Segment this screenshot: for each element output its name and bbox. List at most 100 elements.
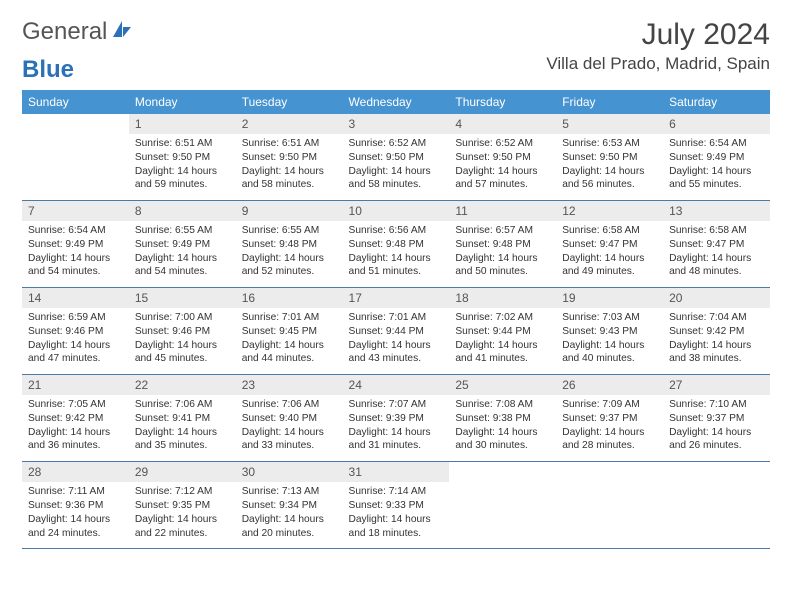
calendar-day-cell: 12Sunrise: 6:58 AMSunset: 9:47 PMDayligh…	[556, 201, 663, 288]
calendar-day-cell: 3Sunrise: 6:52 AMSunset: 9:50 PMDaylight…	[343, 114, 450, 201]
calendar-day-cell: 7Sunrise: 6:54 AMSunset: 9:49 PMDaylight…	[22, 201, 129, 288]
sail-icon	[111, 18, 133, 46]
calendar-day-cell: 28Sunrise: 7:11 AMSunset: 9:36 PMDayligh…	[22, 462, 129, 549]
day-details: Sunrise: 6:55 AMSunset: 9:48 PMDaylight:…	[236, 221, 343, 287]
calendar-day-cell: 10Sunrise: 6:56 AMSunset: 9:48 PMDayligh…	[343, 201, 450, 288]
day-number: 23	[236, 375, 343, 395]
day-details: Sunrise: 6:54 AMSunset: 9:49 PMDaylight:…	[663, 134, 770, 200]
calendar-day-cell: 17Sunrise: 7:01 AMSunset: 9:44 PMDayligh…	[343, 288, 450, 375]
day-number: 8	[129, 201, 236, 221]
calendar-day-cell: 5Sunrise: 6:53 AMSunset: 9:50 PMDaylight…	[556, 114, 663, 201]
calendar-day-cell: 13Sunrise: 6:58 AMSunset: 9:47 PMDayligh…	[663, 201, 770, 288]
day-details: Sunrise: 7:12 AMSunset: 9:35 PMDaylight:…	[129, 482, 236, 548]
weekday-header: Wednesday	[343, 90, 450, 114]
calendar-day-cell: 31Sunrise: 7:14 AMSunset: 9:33 PMDayligh…	[343, 462, 450, 549]
day-number: 4	[449, 114, 556, 134]
day-number: 29	[129, 462, 236, 482]
calendar-header-row: SundayMondayTuesdayWednesdayThursdayFrid…	[22, 90, 770, 114]
calendar-day-cell: 8Sunrise: 6:55 AMSunset: 9:49 PMDaylight…	[129, 201, 236, 288]
day-details: Sunrise: 6:59 AMSunset: 9:46 PMDaylight:…	[22, 308, 129, 374]
day-number: 25	[449, 375, 556, 395]
calendar-day-cell: 15Sunrise: 7:00 AMSunset: 9:46 PMDayligh…	[129, 288, 236, 375]
day-number: 30	[236, 462, 343, 482]
calendar-day-cell: 23Sunrise: 7:06 AMSunset: 9:40 PMDayligh…	[236, 375, 343, 462]
calendar-week-row: 28Sunrise: 7:11 AMSunset: 9:36 PMDayligh…	[22, 462, 770, 549]
day-details: Sunrise: 7:07 AMSunset: 9:39 PMDaylight:…	[343, 395, 450, 461]
day-details: Sunrise: 7:06 AMSunset: 9:40 PMDaylight:…	[236, 395, 343, 461]
calendar-day-cell	[22, 114, 129, 201]
calendar-day-cell: 25Sunrise: 7:08 AMSunset: 9:38 PMDayligh…	[449, 375, 556, 462]
day-details: Sunrise: 6:51 AMSunset: 9:50 PMDaylight:…	[129, 134, 236, 200]
calendar-day-cell: 24Sunrise: 7:07 AMSunset: 9:39 PMDayligh…	[343, 375, 450, 462]
day-details: Sunrise: 6:58 AMSunset: 9:47 PMDaylight:…	[663, 221, 770, 287]
day-number: 31	[343, 462, 450, 482]
day-details: Sunrise: 7:09 AMSunset: 9:37 PMDaylight:…	[556, 395, 663, 461]
calendar-day-cell: 19Sunrise: 7:03 AMSunset: 9:43 PMDayligh…	[556, 288, 663, 375]
day-details: Sunrise: 7:13 AMSunset: 9:34 PMDaylight:…	[236, 482, 343, 548]
day-number: 27	[663, 375, 770, 395]
day-number: 28	[22, 462, 129, 482]
day-number: 22	[129, 375, 236, 395]
calendar-day-cell: 27Sunrise: 7:10 AMSunset: 9:37 PMDayligh…	[663, 375, 770, 462]
day-number: 2	[236, 114, 343, 134]
calendar-day-cell: 30Sunrise: 7:13 AMSunset: 9:34 PMDayligh…	[236, 462, 343, 549]
day-number: 7	[22, 201, 129, 221]
day-number: 21	[22, 375, 129, 395]
calendar-day-cell: 29Sunrise: 7:12 AMSunset: 9:35 PMDayligh…	[129, 462, 236, 549]
calendar-day-cell: 14Sunrise: 6:59 AMSunset: 9:46 PMDayligh…	[22, 288, 129, 375]
day-number: 16	[236, 288, 343, 308]
day-details: Sunrise: 7:00 AMSunset: 9:46 PMDaylight:…	[129, 308, 236, 374]
calendar-day-cell	[663, 462, 770, 549]
calendar-week-row: 21Sunrise: 7:05 AMSunset: 9:42 PMDayligh…	[22, 375, 770, 462]
day-details: Sunrise: 6:54 AMSunset: 9:49 PMDaylight:…	[22, 221, 129, 287]
day-number: 9	[236, 201, 343, 221]
calendar-day-cell: 4Sunrise: 6:52 AMSunset: 9:50 PMDaylight…	[449, 114, 556, 201]
day-number: 3	[343, 114, 450, 134]
day-details: Sunrise: 7:02 AMSunset: 9:44 PMDaylight:…	[449, 308, 556, 374]
calendar-day-cell: 11Sunrise: 6:57 AMSunset: 9:48 PMDayligh…	[449, 201, 556, 288]
calendar-day-cell: 1Sunrise: 6:51 AMSunset: 9:50 PMDaylight…	[129, 114, 236, 201]
day-number: 19	[556, 288, 663, 308]
day-number: 15	[129, 288, 236, 308]
day-number: 26	[556, 375, 663, 395]
day-number: 17	[343, 288, 450, 308]
calendar-day-cell: 26Sunrise: 7:09 AMSunset: 9:37 PMDayligh…	[556, 375, 663, 462]
day-number: 6	[663, 114, 770, 134]
day-number: 12	[556, 201, 663, 221]
title-month: July 2024	[546, 18, 770, 52]
day-number: 24	[343, 375, 450, 395]
day-details: Sunrise: 7:06 AMSunset: 9:41 PMDaylight:…	[129, 395, 236, 461]
day-details: Sunrise: 7:14 AMSunset: 9:33 PMDaylight:…	[343, 482, 450, 548]
day-details: Sunrise: 7:01 AMSunset: 9:45 PMDaylight:…	[236, 308, 343, 374]
day-number: 10	[343, 201, 450, 221]
calendar-day-cell: 21Sunrise: 7:05 AMSunset: 9:42 PMDayligh…	[22, 375, 129, 462]
brand-logo: General	[22, 18, 133, 46]
day-details: Sunrise: 6:51 AMSunset: 9:50 PMDaylight:…	[236, 134, 343, 200]
day-details: Sunrise: 6:52 AMSunset: 9:50 PMDaylight:…	[343, 134, 450, 200]
day-details: Sunrise: 7:08 AMSunset: 9:38 PMDaylight:…	[449, 395, 556, 461]
day-number: 13	[663, 201, 770, 221]
calendar-day-cell: 22Sunrise: 7:06 AMSunset: 9:41 PMDayligh…	[129, 375, 236, 462]
calendar-week-row: 1Sunrise: 6:51 AMSunset: 9:50 PMDaylight…	[22, 114, 770, 201]
calendar-day-cell: 9Sunrise: 6:55 AMSunset: 9:48 PMDaylight…	[236, 201, 343, 288]
calendar-day-cell: 18Sunrise: 7:02 AMSunset: 9:44 PMDayligh…	[449, 288, 556, 375]
day-number: 18	[449, 288, 556, 308]
calendar-day-cell	[556, 462, 663, 549]
day-details: Sunrise: 6:56 AMSunset: 9:48 PMDaylight:…	[343, 221, 450, 287]
day-number: 11	[449, 201, 556, 221]
weekday-header: Tuesday	[236, 90, 343, 114]
calendar-table: SundayMondayTuesdayWednesdayThursdayFrid…	[22, 90, 770, 549]
weekday-header: Friday	[556, 90, 663, 114]
calendar-week-row: 14Sunrise: 6:59 AMSunset: 9:46 PMDayligh…	[22, 288, 770, 375]
day-details: Sunrise: 7:03 AMSunset: 9:43 PMDaylight:…	[556, 308, 663, 374]
title-location: Villa del Prado, Madrid, Spain	[546, 54, 770, 74]
day-details: Sunrise: 6:52 AMSunset: 9:50 PMDaylight:…	[449, 134, 556, 200]
weekday-header: Saturday	[663, 90, 770, 114]
day-number: 14	[22, 288, 129, 308]
day-details: Sunrise: 7:11 AMSunset: 9:36 PMDaylight:…	[22, 482, 129, 548]
day-details: Sunrise: 6:58 AMSunset: 9:47 PMDaylight:…	[556, 221, 663, 287]
day-details: Sunrise: 7:04 AMSunset: 9:42 PMDaylight:…	[663, 308, 770, 374]
title-block: July 2024 Villa del Prado, Madrid, Spain	[546, 18, 770, 74]
calendar-day-cell: 6Sunrise: 6:54 AMSunset: 9:49 PMDaylight…	[663, 114, 770, 201]
day-details: Sunrise: 7:10 AMSunset: 9:37 PMDaylight:…	[663, 395, 770, 461]
